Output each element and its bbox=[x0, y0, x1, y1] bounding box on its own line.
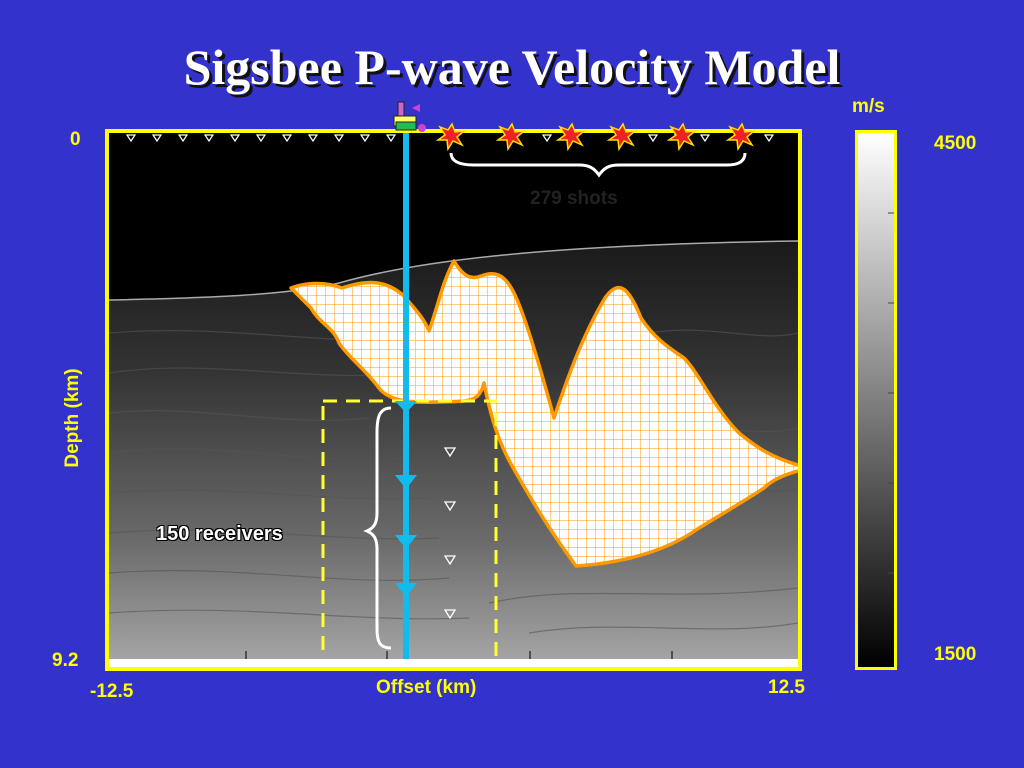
colorbar-unit-label: m/s bbox=[852, 96, 885, 117]
rig-icon bbox=[393, 101, 426, 132]
receiver-region-box bbox=[321, 399, 498, 665]
shots-label: 279 shots bbox=[530, 188, 618, 209]
axis-ticks bbox=[245, 651, 673, 659]
bottom-edge bbox=[109, 659, 798, 667]
seafloor-line bbox=[109, 240, 798, 301]
offset-axis-label: Offset (km) bbox=[376, 677, 477, 698]
salt-body bbox=[289, 259, 798, 568]
receivers-brace bbox=[363, 406, 392, 650]
offset-left-label: -12.5 bbox=[90, 681, 134, 702]
velocity-model-panel bbox=[109, 133, 798, 667]
depth-bottom-label: 9.2 bbox=[52, 650, 79, 671]
colorbar-frame bbox=[855, 130, 897, 670]
depth-top-label: 0 bbox=[70, 129, 81, 150]
shot-star-icons bbox=[435, 122, 757, 152]
borehole-receivers bbox=[395, 401, 417, 597]
receivers-label: 150 receivers bbox=[156, 523, 283, 545]
velocity-colorbar bbox=[858, 133, 894, 667]
offset-right-label: 12.5 bbox=[768, 677, 805, 698]
panel-frame bbox=[105, 129, 802, 671]
receiver-triangle-icons bbox=[443, 447, 457, 620]
colorbar-min-label: 1500 bbox=[934, 644, 977, 665]
colorbar-max-label: 4500 bbox=[934, 133, 977, 154]
shots-brace bbox=[449, 152, 747, 178]
page-title: Sigsbee P-wave Velocity Model bbox=[183, 39, 841, 95]
depth-axis-label: Depth (km) bbox=[62, 368, 83, 468]
